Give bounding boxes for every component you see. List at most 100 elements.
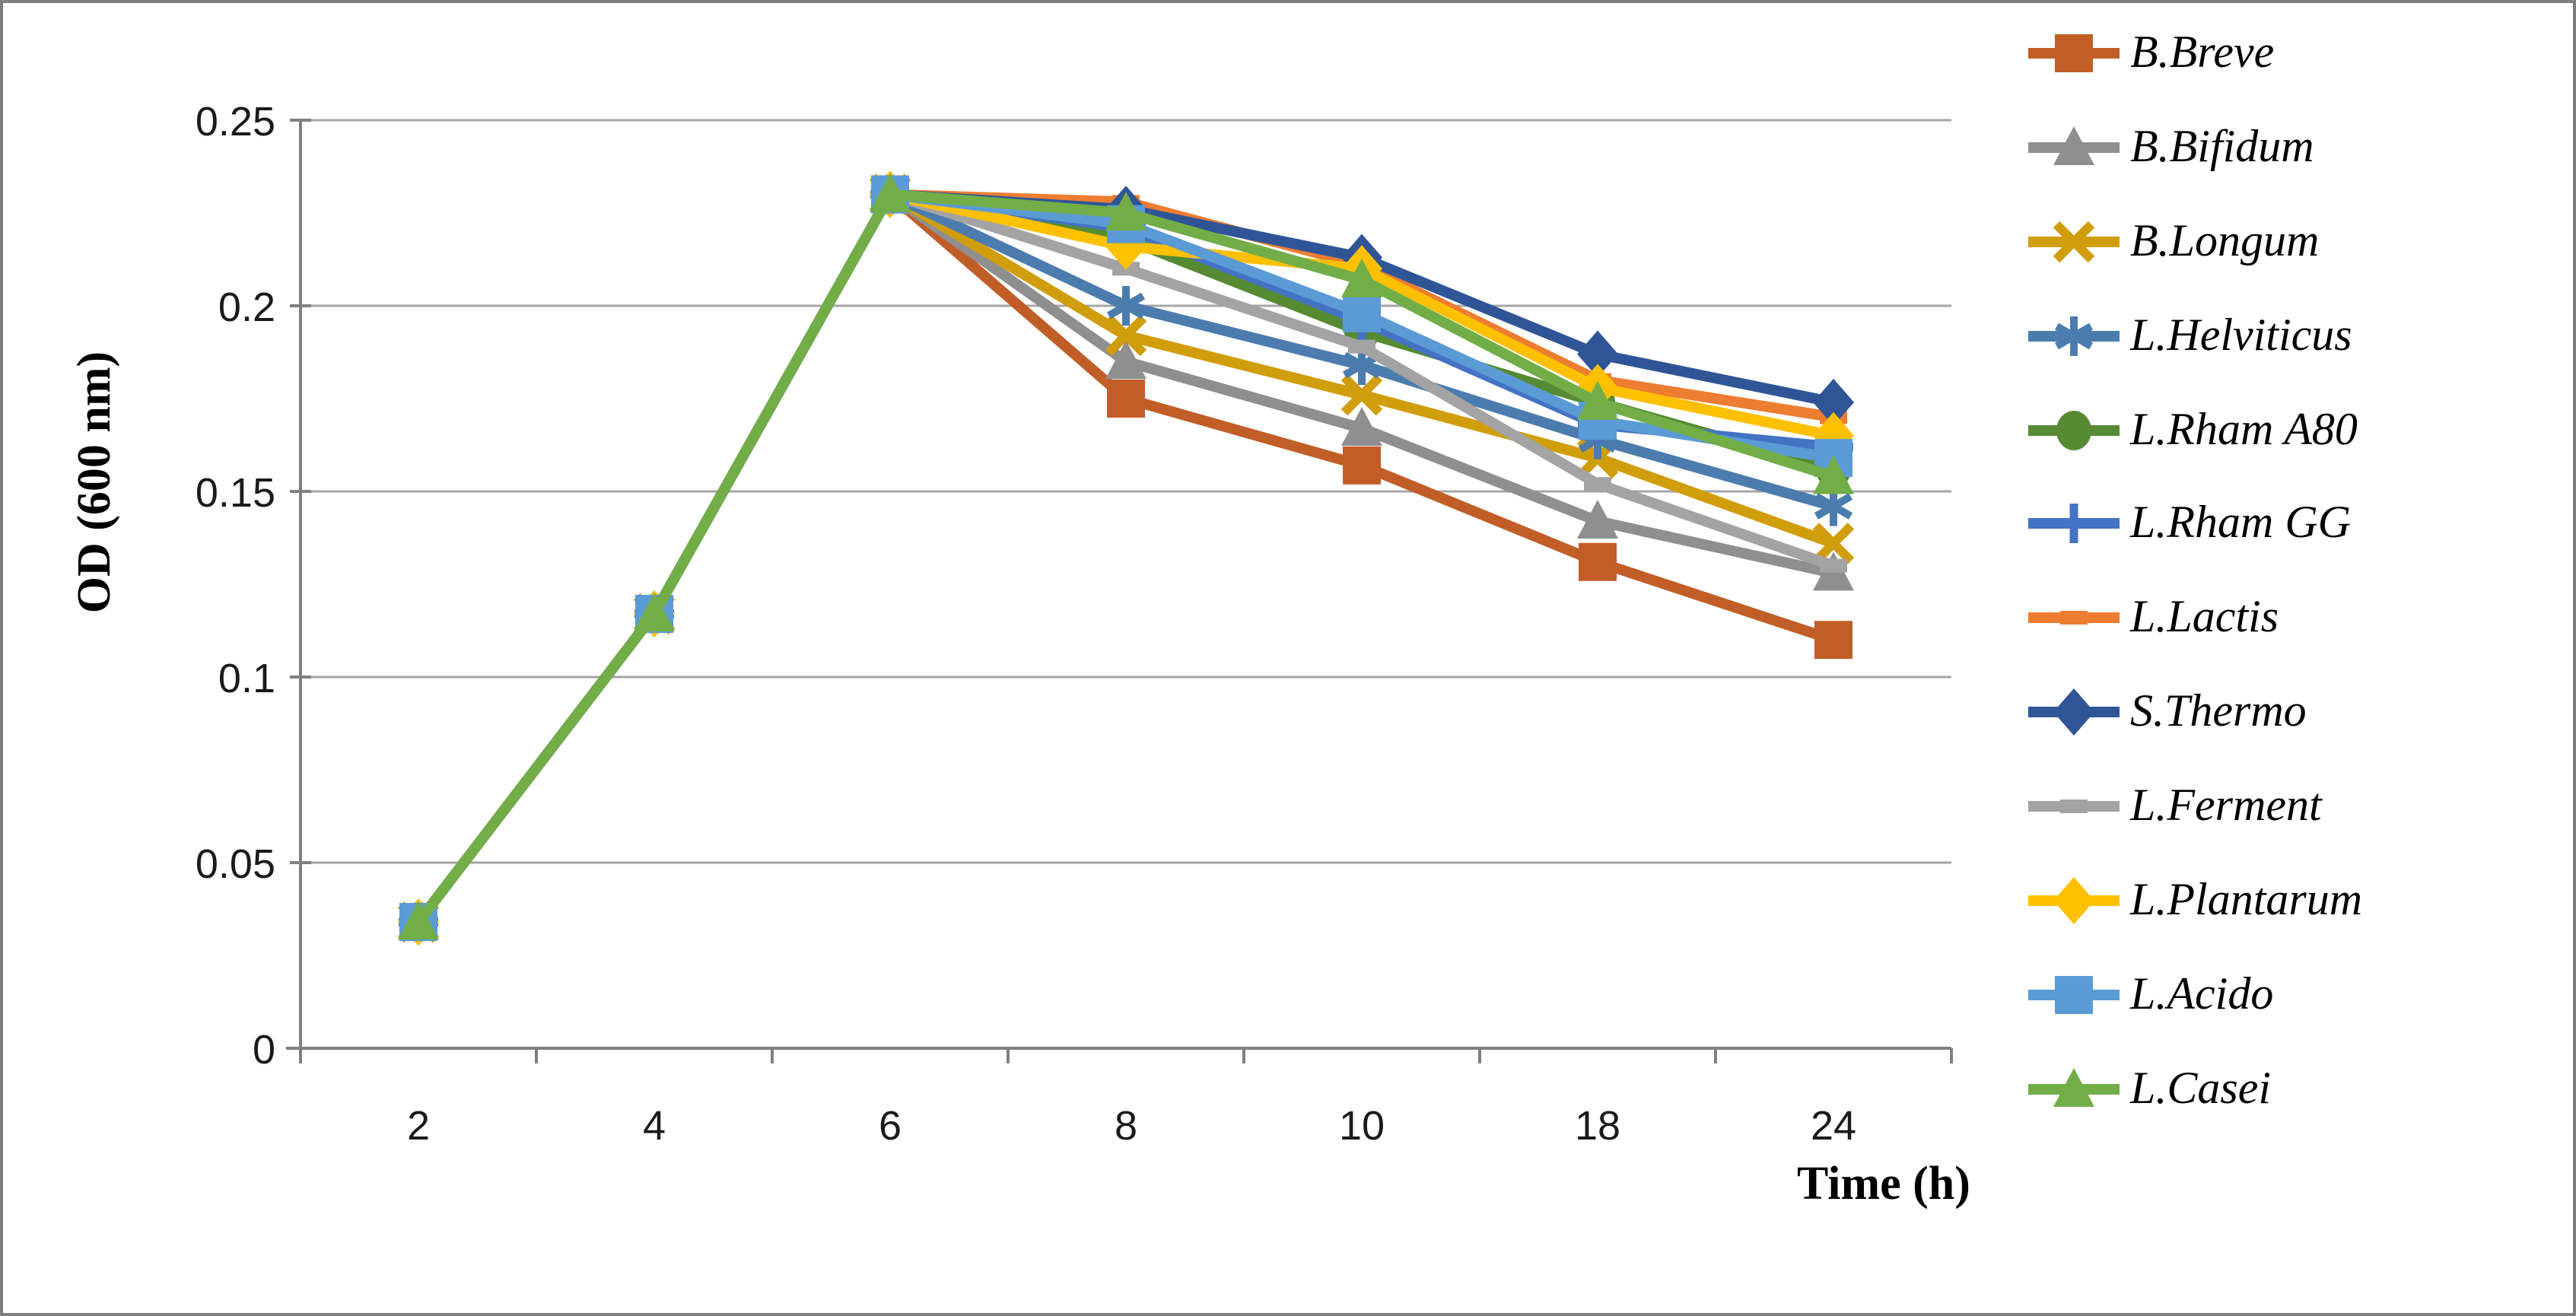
x-marker xyxy=(1105,314,1147,357)
legend-marker-plus-icon xyxy=(2028,504,2120,544)
y-axis-title: OD (600 nm) xyxy=(67,351,120,614)
x-tick-label: 4 xyxy=(643,1103,666,1149)
legend-label: L.Plantarum xyxy=(2130,874,2363,925)
dash-marker xyxy=(1584,477,1611,491)
triangle-marker xyxy=(1813,455,1854,494)
x-stroke xyxy=(1340,374,1383,416)
legend-marker-diamond-icon xyxy=(2028,876,2120,924)
triangle-marker xyxy=(1105,340,1146,380)
x-stroke xyxy=(1812,523,1855,564)
legend-item: L.Ferment xyxy=(2025,759,2567,853)
plus-marker xyxy=(2054,504,2094,544)
square-marker xyxy=(2055,33,2093,72)
legend-label: L.Helviticus xyxy=(2130,310,2352,361)
square-marker xyxy=(1343,294,1381,332)
dash-marker xyxy=(1820,558,1847,573)
square-marker xyxy=(2055,975,2093,1014)
legend-item: B.Bifidum xyxy=(2025,100,2567,195)
legend-item: L.Plantarum xyxy=(2025,853,2567,948)
square-marker xyxy=(1343,446,1381,485)
x-axis-title: Time (h) xyxy=(1797,1156,1970,1210)
square-marker xyxy=(1579,542,1617,581)
y-tick-label: 0 xyxy=(253,1027,275,1073)
legend-label: L.Rham A80 xyxy=(2130,404,2358,454)
legend-label: B.Breve xyxy=(2130,27,2275,78)
circle-marker xyxy=(2056,410,2091,450)
legend-item: S.Thermo xyxy=(2025,665,2567,759)
square-marker xyxy=(1107,380,1145,418)
legend-marker-diamond-icon xyxy=(2028,688,2120,736)
legend-item: L.Rham A80 xyxy=(2025,383,2567,477)
series-l-helviticus xyxy=(399,174,1853,942)
chart-legend: B.Breve B.Bifidum B.Longum L.Helviticus L.Rh… xyxy=(2025,6,2567,1136)
legend-marker-x-icon xyxy=(2028,221,2120,262)
y-tick-label: 0.25 xyxy=(196,99,275,145)
legend-label: S.Thermo xyxy=(2130,686,2307,737)
axes: 00.050.10.150.20.252 4 6 8 10 18 24 xyxy=(196,99,1953,1149)
asterisk-marker xyxy=(2054,316,2094,356)
asterisk-stroke xyxy=(2054,322,2094,349)
legend-item: B.Longum xyxy=(2025,195,2567,289)
triangle-marker xyxy=(1105,192,1146,230)
legend-item: L.Casei xyxy=(2025,1042,2567,1136)
legend-label: L.Ferment xyxy=(2130,780,2322,831)
gridlines xyxy=(301,119,1951,864)
legend-marker-asterisk-icon xyxy=(2028,316,2120,356)
triangle-marker xyxy=(2053,1067,2094,1107)
legend-label: B.Longum xyxy=(2130,215,2320,266)
x-marker xyxy=(1812,523,1855,564)
x-tick-label: 10 xyxy=(1339,1103,1385,1149)
x-stroke xyxy=(2053,221,2095,262)
legend-marker-square-icon xyxy=(2028,975,2120,1014)
asterisk-stroke xyxy=(1814,493,1853,520)
x-stroke xyxy=(1105,314,1147,357)
dash-marker xyxy=(2060,611,2088,625)
triangle-marker xyxy=(2053,126,2094,165)
legend-marker-triangle-icon xyxy=(2028,126,2120,165)
legend-marker-dash-icon xyxy=(2028,611,2120,625)
asterisk-marker xyxy=(1106,286,1146,326)
triangle-marker xyxy=(1341,258,1382,297)
legend-label: B.Bifidum xyxy=(2130,121,2314,172)
diamond-marker xyxy=(2053,876,2094,924)
legend-item: L.Lactis xyxy=(2025,571,2567,666)
triangle-marker xyxy=(1577,500,1618,539)
dash-marker xyxy=(1348,339,1375,354)
legend-marker-circle-icon xyxy=(2028,410,2120,450)
series-l-casei xyxy=(398,173,1854,940)
x-tick-label: 18 xyxy=(1575,1103,1620,1149)
legend-label: L.Casei xyxy=(2130,1063,2272,1114)
y-tick-label: 0.05 xyxy=(196,841,275,887)
legend-label: L.Rham GG xyxy=(2130,497,2352,548)
legend-item: L.Rham GG xyxy=(2025,477,2567,571)
legend-marker-square-icon xyxy=(2028,33,2120,72)
x-marker xyxy=(2053,221,2095,262)
triangle-marker xyxy=(1341,407,1382,447)
legend-item: B.Breve xyxy=(2025,6,2567,100)
diamond-marker xyxy=(1813,378,1854,426)
line-chart-plot: 00.050.10.150.20.252 4 6 8 10 18 24 xyxy=(196,99,1953,1149)
y-tick-label: 0.2 xyxy=(218,284,275,330)
legend-label: L.Acido xyxy=(2130,968,2274,1019)
diamond-marker xyxy=(2053,688,2094,736)
y-tick-label: 0.1 xyxy=(218,656,275,701)
legend-marker-triangle-icon xyxy=(2028,1067,2120,1107)
x-marker xyxy=(1340,374,1383,416)
dash-marker xyxy=(2060,799,2088,814)
triangle-marker xyxy=(398,901,439,940)
x-tick-label: 8 xyxy=(1115,1103,1137,1149)
triangle-marker xyxy=(634,593,675,632)
legend-label: L.Lactis xyxy=(2130,592,2279,643)
legend-item: L.Helviticus xyxy=(2025,288,2567,383)
diamond-marker xyxy=(1577,330,1618,378)
triangle-marker xyxy=(870,173,911,212)
x-tick-label: 2 xyxy=(407,1103,430,1149)
triangle-marker xyxy=(1577,380,1618,420)
x-tick-label: 6 xyxy=(879,1103,902,1149)
x-tick-label: 24 xyxy=(1811,1103,1856,1149)
asterisk-stroke xyxy=(1106,292,1146,319)
legend-item: L.Acido xyxy=(2025,948,2567,1042)
legend-marker-dash-icon xyxy=(2028,799,2120,814)
